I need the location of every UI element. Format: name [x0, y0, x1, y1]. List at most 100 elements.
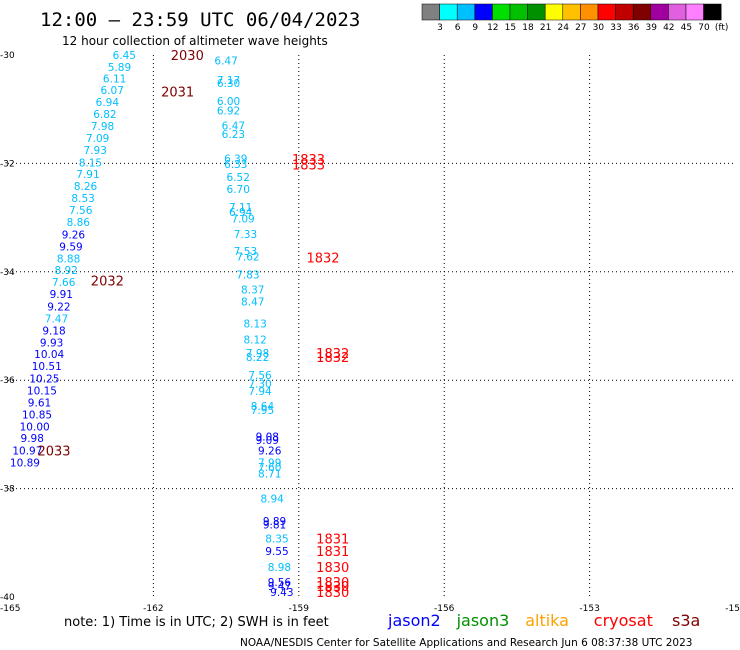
wave-height-point: 10.51 [32, 361, 62, 373]
wave-height-point: 6.47 [214, 55, 237, 67]
wave-height-point: 9.26 [258, 446, 282, 458]
pass-time-label: 2031 [161, 85, 194, 100]
wave-height-point: 10.89 [10, 458, 40, 470]
wave-height-point: 10.00 [20, 421, 50, 433]
wave-height-point: 8.26 [74, 181, 98, 193]
wave-height-point: 9.55 [265, 546, 288, 558]
wave-height-point: 8.12 [243, 335, 266, 347]
wave-height-point: 8.88 [57, 253, 80, 265]
colorbar-swatch [456, 3, 476, 21]
wave-height-point: 8.94 [260, 493, 284, 505]
colorbar-swatch [597, 3, 616, 21]
pass-time-label: 1830 [316, 576, 349, 591]
wave-height-point: 6.45 [113, 50, 136, 62]
wave-height-point: 9.91 [50, 289, 73, 301]
pass-time-label: 1831 [316, 545, 349, 560]
colorbar-swatch [650, 3, 669, 21]
wave-height-point: 7.66 [52, 277, 76, 289]
wave-height-point: 9.56 [268, 577, 292, 589]
colorbar-tick-label: 18 [522, 23, 534, 33]
wave-height-point: 7.53 [234, 246, 257, 258]
wave-height-point: 7.30 [248, 378, 271, 390]
colorbar-tick-label: 12 [487, 23, 498, 33]
colorbar-swatch [668, 3, 687, 21]
pass-time-label: 1830 [316, 561, 349, 576]
y-tick-label: -34 [0, 268, 15, 278]
chart-title: 12:00 – 23:59 UTC 06/04/2023 [40, 9, 360, 31]
wave-height-point: 10.04 [34, 349, 64, 361]
colorbar-tick-label: 70 [698, 23, 710, 33]
wave-height-point: 9.59 [59, 241, 82, 253]
wave-height-point: 9.89 [263, 516, 286, 528]
colorbar-tick-label: 42 [663, 23, 674, 33]
wave-height-point: 8.64 [251, 401, 275, 413]
colorbar-swatch [474, 3, 493, 21]
satellite-legend-item: jason3 [456, 611, 510, 630]
wave-height-point: 6.11 [103, 73, 126, 85]
colorbar-tick-label: 33 [610, 23, 621, 33]
wave-height-point: 10.85 [22, 409, 52, 421]
wave-height-point: 10.15 [27, 385, 57, 397]
wave-height-point: 8.47 [241, 297, 264, 309]
wave-height-point: 9.43 [270, 587, 293, 599]
wave-height-point: 6.00 [217, 96, 240, 108]
pass-time-label: 1833 [292, 153, 325, 168]
wave-height-point: 6.30 [217, 78, 240, 90]
pass-time-label: 1832 [306, 252, 339, 267]
wave-height-point: 7.17 [217, 75, 240, 87]
pass-time-label: 1833 [292, 158, 325, 173]
footnote: note: 1) Time is in UTC; 2) SWH is in fe… [64, 615, 329, 630]
wave-height-point: 9.98 [21, 433, 44, 445]
wave-height-point: 7.56 [69, 205, 93, 217]
wave-height-point: 7.09 [231, 214, 254, 226]
wave-height-point: 8.13 [243, 318, 266, 330]
wave-height-point: 7.91 [76, 169, 99, 181]
colorbar-tick-label: 27 [575, 23, 586, 33]
colorbar-tick-label: 3 [437, 23, 443, 33]
wave-height-point: 6.82 [93, 109, 116, 121]
x-tick-label: -15 [725, 604, 740, 614]
wave-height-point: 7.95 [251, 405, 274, 417]
wave-height-point: 7.56 [248, 370, 272, 382]
x-tick-label: -165 [0, 604, 20, 614]
wave-height-point: 6.92 [217, 105, 240, 117]
credit-line: NOAA/NESDIS Center for Satellite Applica… [240, 637, 692, 649]
y-tick-label: -38 [0, 485, 15, 495]
axis-tick-labels: -165 -162 -159 -156 -153 -15 -30 -32 -34 -36 -38 -4… [0, 51, 740, 614]
wave-height-point: 7.60 [258, 462, 281, 474]
colorbar-swatch [632, 3, 652, 21]
wave-height-point: 10.97 [12, 446, 42, 458]
wave-height-point: 7.98 [246, 348, 269, 360]
colorbar-tick-label: 9 [472, 23, 478, 33]
wave-height-point: 6.23 [222, 129, 245, 141]
colorbar-swatch [562, 3, 581, 21]
wave-height-point: 7.47 [45, 313, 68, 325]
wave-height-point: 8.53 [71, 193, 94, 205]
colorbar-tick-label: 6 [455, 23, 461, 33]
wave-height-point: 9.22 [47, 301, 70, 313]
colorbar-swatch [685, 3, 704, 21]
wave-height-point: 7.93 [84, 145, 107, 157]
pass-time-label: 1830 [316, 586, 349, 601]
wave-height-point: 9.09 [256, 435, 279, 447]
wave-height-point: 9.93 [40, 337, 63, 349]
wave-height-point: 8.35 [265, 533, 288, 545]
wave-height-point: 6.94 [96, 97, 120, 109]
wave-height-point: 9.81 [263, 519, 286, 531]
x-tick-label: -159 [289, 604, 310, 614]
colorbar-legend: 3 6 9 12 15 18 21 24 27 30 33 36 39 42 45 70 (ft) [421, 3, 729, 33]
wave-height-point: 9.08 [256, 432, 279, 444]
pass-time-label: 2032 [91, 274, 124, 289]
wave-height-point: 7.94 [248, 386, 272, 398]
satellite-legend-item: jason2 [387, 611, 441, 630]
wave-height-labels: 6.455.896.116.076.946.827.987.097.938.15… [10, 50, 294, 599]
x-tick-label: -153 [579, 604, 599, 614]
wave-height-point: 6.39 [224, 154, 247, 166]
satellite-legend-item: s3a [672, 611, 700, 630]
wave-height-point: 6.07 [101, 85, 124, 97]
colorbar-swatch [544, 3, 564, 21]
colorbar-tick-label: (ft) [715, 23, 729, 33]
wave-height-point: 7.62 [236, 252, 259, 264]
wave-height-point: 6.94 [229, 207, 253, 219]
x-tick-label: -162 [143, 604, 163, 614]
